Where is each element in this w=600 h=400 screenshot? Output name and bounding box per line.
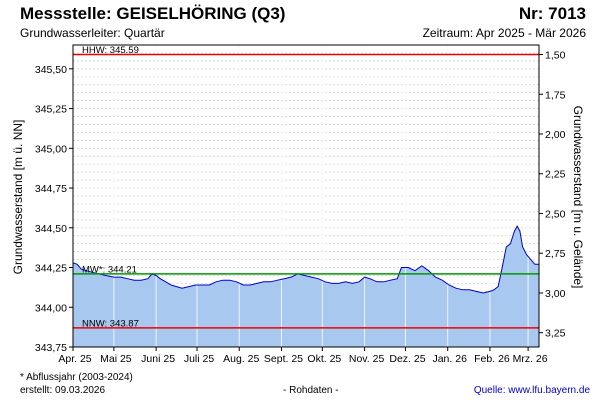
x-tick-label: Mrz. 26 (513, 353, 548, 365)
right-tick-label: 3,00 (545, 288, 566, 300)
created-date: erstellt: 09.03.2026 (20, 385, 106, 396)
y-axis-label-right: Grundwasserstand [m u. Gelände] (571, 105, 585, 289)
y-axis-label-left: Grundwasserstand [m ü. NN] (11, 119, 25, 275)
x-tick-label: Aug. 25 (223, 353, 259, 365)
page-title: Messstelle: GEISELHÖRING (Q3) (20, 4, 286, 23)
x-tick-label: Sept. 25 (264, 353, 303, 365)
x-tick-label: Nov. 25 (349, 353, 385, 365)
y-tick-label: 345,25 (35, 104, 67, 116)
right-tick-label: 3,25 (545, 328, 566, 340)
mw-line-label: MW*: 344.21 (82, 264, 137, 275)
y-tick-label: 345,50 (35, 64, 67, 76)
y-tick-label: 343,75 (35, 342, 67, 354)
nnw-line-label: NNW: 343.87 (82, 318, 139, 329)
aquifer-subtitle: Grundwasserleiter: Quartär (20, 26, 165, 40)
plot-frame (72, 44, 540, 348)
x-tick-label: Dez. 25 (389, 353, 425, 365)
right-tick-label: 1,75 (545, 89, 566, 101)
right-tick-label: 2,50 (545, 208, 566, 220)
right-tick-label: 1,50 (545, 50, 566, 62)
x-tick-label: Mai 25 (100, 353, 132, 365)
y-tick-label: 344,75 (35, 183, 67, 195)
hhw-line-label: HHW: 345.59 (82, 45, 139, 56)
x-tick-label: Juni 25 (141, 353, 175, 365)
x-tick-label: Jan. 26 (432, 353, 467, 365)
series-area (73, 226, 539, 347)
footnote: * Abflussjahr (2003-2024) (20, 372, 133, 383)
source-link[interactable]: Quelle: www.lfu.bayern.de (473, 385, 590, 396)
station-number: Nr: 7013 (518, 4, 586, 23)
x-tick-label: Apr. 25 (58, 353, 91, 365)
raw-data-label: - Rohdaten - (283, 385, 339, 396)
right-tick-label: 2,25 (545, 169, 566, 181)
period-label: Zeitraum: Apr 2025 - Mär 2026 (422, 26, 586, 40)
x-tick-label: Feb. 26 (474, 353, 510, 365)
right-tick-label: 2,00 (545, 129, 566, 141)
y-tick-label: 344,50 (35, 223, 67, 235)
y-tick-label: 344,25 (35, 263, 67, 275)
x-tick-label: Okt. 25 (307, 353, 341, 365)
right-tick-label: 2,75 (545, 248, 566, 260)
y-tick-label: 344,00 (35, 302, 67, 314)
y-tick-label: 345,00 (35, 143, 67, 155)
x-tick-label: Juli 25 (184, 353, 215, 365)
